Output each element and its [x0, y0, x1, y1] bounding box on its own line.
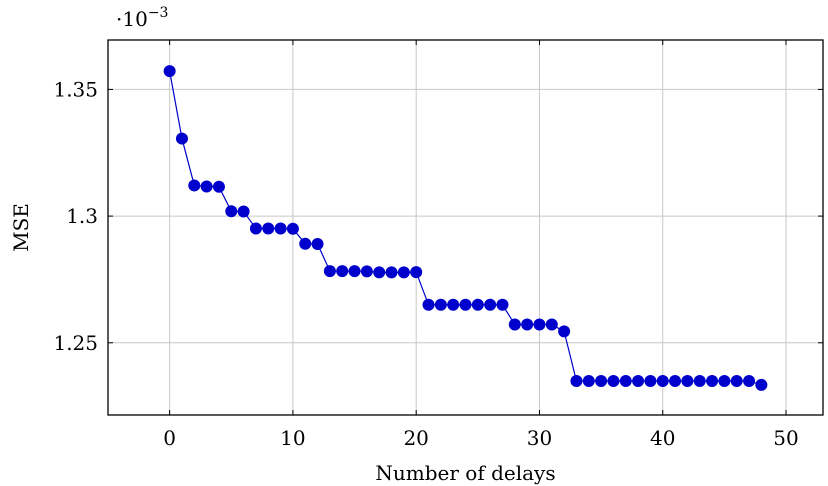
y-tick-label: 1.35	[53, 77, 98, 101]
data-point	[348, 265, 361, 278]
data-point	[681, 375, 694, 388]
data-point	[299, 237, 312, 250]
data-point	[360, 265, 373, 278]
y-axis-multiplier-exponent: −3	[148, 5, 169, 21]
data-point	[718, 375, 731, 388]
y-axis-multiplier-base: ·10	[116, 7, 148, 31]
data-point	[434, 298, 447, 311]
data-point	[447, 298, 460, 311]
data-point	[397, 266, 410, 279]
data-point	[706, 375, 719, 388]
data-point	[619, 375, 632, 388]
data-point	[570, 375, 583, 388]
data-point	[225, 205, 238, 218]
axis-ticks: 0 10 20 30 40 50 1.25 1.3 1.35	[53, 40, 823, 450]
data-point	[237, 205, 250, 218]
series-group	[163, 65, 768, 391]
data-point	[385, 266, 398, 279]
data-point	[582, 375, 595, 388]
data-point	[656, 375, 669, 388]
y-tick-label: 1.25	[53, 331, 98, 355]
data-point	[496, 298, 509, 311]
data-point	[274, 222, 287, 235]
data-point	[669, 375, 682, 388]
data-point	[410, 266, 423, 279]
data-point	[188, 179, 201, 192]
data-point	[558, 325, 571, 338]
data-point	[422, 298, 435, 311]
data-point	[607, 375, 620, 388]
data-point	[373, 266, 386, 279]
data-point	[249, 222, 262, 235]
data-point	[471, 298, 484, 311]
x-tick-label: 40	[650, 426, 675, 450]
data-point	[595, 375, 608, 388]
data-point	[175, 132, 188, 145]
data-point	[484, 298, 497, 311]
data-point	[730, 375, 743, 388]
data-point	[323, 265, 336, 278]
y-axis-title: MSE	[9, 203, 33, 252]
y-tick-label: 1.3	[66, 204, 98, 228]
data-point	[286, 222, 299, 235]
data-point	[632, 375, 645, 388]
data-point	[521, 318, 534, 331]
data-point	[212, 180, 225, 193]
data-point	[755, 378, 768, 391]
data-point	[508, 318, 521, 331]
data-point	[163, 65, 176, 78]
x-tick-label: 20	[403, 426, 428, 450]
data-point	[693, 375, 706, 388]
data-point	[262, 222, 275, 235]
y-axis-multiplier: ·10−3	[116, 5, 168, 31]
data-point	[336, 265, 349, 278]
x-axis-title: Number of delays	[375, 461, 555, 485]
grid-lines	[108, 40, 823, 415]
data-point	[644, 375, 657, 388]
data-point	[545, 318, 558, 331]
data-point	[200, 180, 213, 193]
plot-area-frame	[107, 39, 824, 416]
x-tick-label: 50	[773, 426, 798, 450]
x-tick-label: 0	[163, 426, 176, 450]
x-tick-label: 10	[280, 426, 305, 450]
data-point	[311, 237, 324, 250]
data-point	[533, 318, 546, 331]
x-tick-label: 30	[527, 426, 552, 450]
data-point	[459, 298, 472, 311]
data-point	[743, 375, 756, 388]
